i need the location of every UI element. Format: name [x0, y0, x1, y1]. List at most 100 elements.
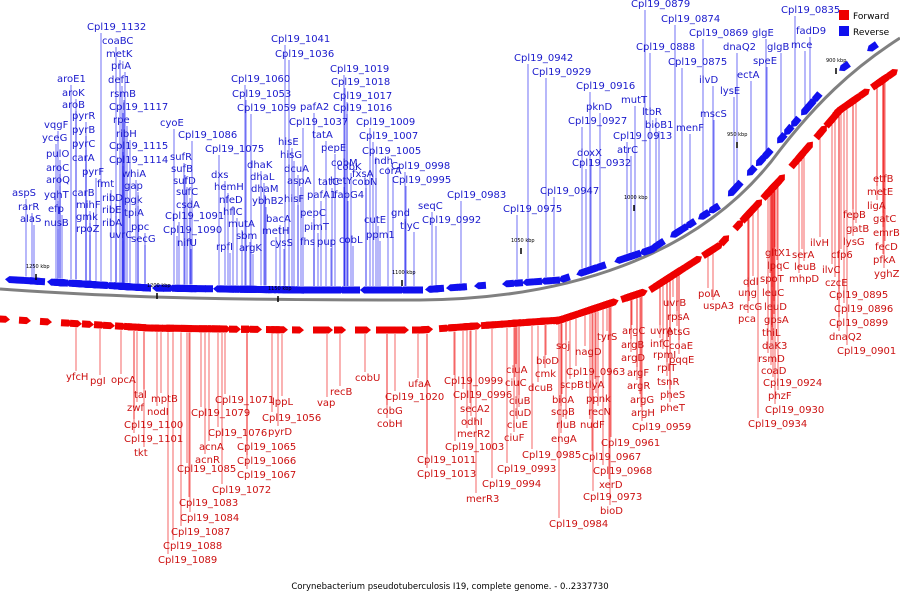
gene-label-forward: cfp6	[831, 250, 853, 261]
gene-label-reverse: ybhB2	[252, 196, 284, 207]
gene-label-reverse: Cpl19_0869	[689, 28, 748, 39]
reverse-gene-arrow	[306, 286, 318, 294]
reverse-gene-arrow	[201, 285, 213, 293]
forward-gene-arrow	[187, 325, 199, 333]
gene-label-forward: tyrS	[597, 332, 617, 343]
gene-label-forward: acnA	[199, 442, 224, 453]
gene-label-forward: Cpl19_0967	[582, 452, 641, 463]
gene-label-forward: cobU	[355, 373, 380, 384]
gene-label-reverse: mihF	[76, 200, 101, 211]
gene-label-forward: tal	[134, 390, 147, 401]
gene-label-forward: ptsG	[667, 327, 690, 338]
forward-gene-arrow	[60, 319, 73, 327]
gene-label-forward: Cpl19_0973	[583, 492, 642, 503]
forward-gene-arrow	[732, 220, 744, 232]
gene-label-reverse: uvrC	[109, 230, 132, 241]
gene-label-reverse: whiA	[122, 169, 146, 180]
gene-label-forward: nudF	[580, 420, 605, 431]
reverse-gene-arrow	[96, 281, 109, 289]
reverse-gene-arrow	[642, 245, 655, 255]
genome-backbone	[0, 36, 900, 302]
gene-label-forward: coaE	[669, 341, 693, 352]
gene-label-forward: nodI	[147, 407, 169, 418]
gene-label-forward: zwf	[127, 403, 144, 414]
gene-label-reverse: Cpl19_1117	[109, 102, 168, 113]
forward-gene-arrow	[376, 326, 388, 334]
forward-gene-arrow	[662, 273, 674, 284]
gene-label-forward: cobH	[377, 419, 402, 430]
gene-label-reverse: fhs	[300, 237, 315, 248]
gene-label-reverse: ribA	[102, 218, 122, 229]
gene-label-forward: Cpl19_1065	[237, 442, 296, 453]
gene-label-forward: tsnR	[657, 377, 679, 388]
forward-gene-arrow	[690, 255, 702, 266]
forward-gene-arrow	[634, 289, 647, 299]
gene-label-reverse: Cpl19_0888	[636, 42, 695, 53]
gene-label-reverse: metK	[106, 49, 133, 60]
gene-label-reverse: glgE	[752, 28, 774, 39]
gene-label-forward: spoT	[760, 274, 785, 285]
gene-label-reverse: Cpl19_1041	[271, 34, 330, 45]
reverse-gene-arrow	[54, 279, 67, 287]
gene-label-reverse: pafA1	[307, 190, 336, 201]
gene-label-reverse: ribE	[102, 205, 122, 216]
gene-label-reverse: menF	[676, 123, 704, 134]
forward-gene-arrow	[711, 242, 723, 253]
gene-label-forward: Cpl19_1071	[215, 395, 274, 406]
reverse-gene-arrow	[152, 284, 164, 292]
gene-label-reverse: mutT	[621, 95, 648, 106]
reverse-gene-arrow	[138, 284, 151, 292]
gene-label-forward: Cpl19_0996	[453, 390, 512, 401]
gene-label-reverse: Cpl19_0932	[572, 158, 631, 169]
gene-label-forward: Cpl19_1013	[417, 469, 476, 480]
gene-label-forward: fecD	[875, 242, 898, 253]
forward-gene-arrow	[774, 174, 785, 186]
reverse-gene-arrow	[257, 286, 269, 294]
gene-label-forward: gatC	[873, 214, 896, 225]
gene-label-reverse: pup	[317, 237, 336, 248]
reverse-gene-arrow	[791, 115, 802, 128]
gene-label-reverse: sufD	[173, 176, 196, 187]
gene-label-reverse: aroC	[46, 163, 69, 174]
gene-label-forward: pca	[738, 314, 756, 325]
forward-gene-arrow	[823, 117, 834, 129]
reverse-gene-arrow	[558, 273, 571, 283]
gene-label-forward: argF	[627, 368, 649, 379]
gene-label-forward: Cpl19_1066	[237, 456, 296, 467]
gene-label-reverse: secG	[131, 234, 156, 245]
gene-label-reverse: Cpl19_0942	[514, 53, 573, 64]
gene-label-reverse: tpiA	[124, 208, 144, 219]
gene-label-forward: Cpl19_1011	[417, 455, 476, 466]
gene-label-forward: emrB	[873, 228, 900, 239]
gene-label-reverse: Cpl19_1059	[237, 103, 296, 114]
forward-gene-arrow	[816, 125, 827, 137]
gene-label-forward: Cpl19_1087	[171, 527, 230, 538]
gene-label-reverse: hflC	[223, 207, 243, 218]
forward-gene-arrow	[81, 320, 94, 328]
gene-label-reverse: cobN	[352, 177, 377, 188]
reverse-gene-arrow	[264, 286, 276, 294]
gene-label-forward: argB	[621, 340, 644, 351]
gene-label-forward: mptB	[151, 394, 178, 405]
gene-label-forward: Cpl19_0901	[837, 346, 896, 357]
gene-label-forward: Cpl19_0896	[834, 304, 893, 315]
gene-label-reverse: cobK	[337, 162, 362, 173]
gene-label-forward: Cpl19_0994	[482, 479, 541, 490]
forward-gene-arrow	[872, 78, 884, 89]
gene-label-forward: cobG	[377, 406, 403, 417]
forward-gene-arrow	[788, 157, 799, 170]
reverse-gene-arrow	[867, 41, 879, 52]
gene-label-reverse: alaS	[20, 214, 41, 225]
gene-label-reverse: csdA	[176, 200, 200, 211]
gene-label-reverse: yqhT	[44, 190, 70, 201]
gene-label-reverse: Cpl19_0992	[422, 215, 481, 226]
gene-label-forward: mhpD	[789, 274, 819, 285]
gene-label-reverse: fadD9	[796, 26, 826, 37]
gene-label-forward: rluB	[556, 420, 576, 431]
gene-label-reverse: Cpl19_1090	[163, 225, 222, 236]
gene-label-reverse: Cpl19_0947	[540, 186, 599, 197]
forward-gene-arrow	[321, 326, 333, 334]
gene-label-reverse: gnd	[391, 208, 410, 219]
forward-gene-arrow	[466, 322, 479, 331]
